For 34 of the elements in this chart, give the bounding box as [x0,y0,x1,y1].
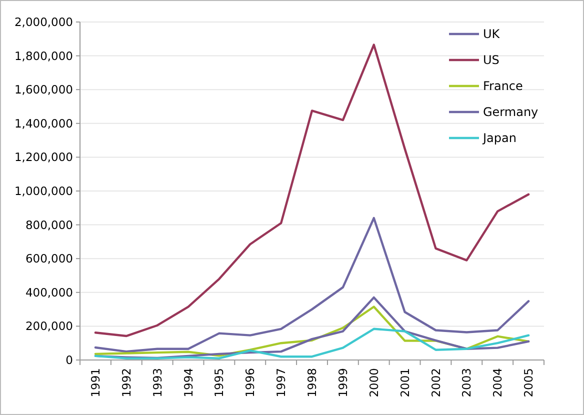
y-tick-label: 600,000 [25,252,73,266]
y-tick-label: 1,000,000 [14,184,73,198]
y-tick-label: 0 [66,353,73,368]
y-tick-label: 200,000 [25,319,73,334]
line-series [94,216,530,353]
x-tick-label: 1999 [336,368,350,398]
y-tick-label: 400,000 [25,285,73,300]
legend-label: Japan [482,131,516,146]
y-tick-label: 1,800,000 [14,48,73,63]
x-tick-label: 1991 [88,368,102,398]
x-tick-label: 1993 [150,368,164,398]
x-tick-label: 1994 [181,368,196,398]
x-tick-label: 1998 [305,368,320,398]
legend-label: France [483,79,523,94]
x-tick-label: 2005 [522,368,536,398]
line-series [94,306,530,357]
x-tick-label: 2002 [428,368,443,398]
x-tick-label: 1996 [243,368,258,398]
legend-label: UK [483,27,501,42]
y-tick-label: 1,600,000 [14,82,73,97]
x-tick-label: 2001 [398,368,412,398]
x-tick-label: 1997 [274,368,288,398]
y-tick-label: 1,400,000 [14,116,73,130]
legend-label: Germany [483,105,538,120]
y-tick-label: 800,000 [25,218,73,232]
x-tick-label: 2000 [366,368,381,398]
x-tick-label: 1995 [212,368,226,398]
y-tick-label: 1,200,000 [14,150,73,164]
legend-label: US [483,53,500,68]
y-tick-label: 2,000,000 [14,15,73,30]
line-series [94,328,530,360]
x-tick-label: 2003 [460,368,474,398]
x-tick-label: 1992 [119,368,134,398]
x-tick-label: 2004 [490,368,505,398]
